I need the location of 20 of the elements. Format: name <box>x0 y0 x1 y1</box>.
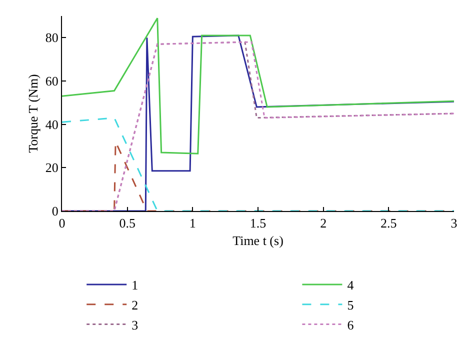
legend-label: 1 <box>132 278 138 293</box>
y-tick-label: 20 <box>45 160 58 176</box>
x-tick-label: 1.5 <box>250 216 266 231</box>
legend-label: 3 <box>132 317 138 332</box>
y-tick-label: 40 <box>45 116 58 132</box>
x-tick-label: 2.5 <box>380 216 397 231</box>
y-tick-label: 60 <box>45 74 58 89</box>
y-axis-title: Torque T (Nm) <box>25 74 40 153</box>
x-tick-label: 3 <box>450 216 458 231</box>
x-tick-label: 1 <box>189 216 196 231</box>
x-tick-label: 0.5 <box>119 216 136 231</box>
legend-label: 5 <box>347 297 354 312</box>
legend-label: 4 <box>347 278 354 293</box>
x-tick-label: 2 <box>320 216 327 231</box>
x-axis-title: Time t (s) <box>232 233 284 248</box>
y-tick-label: 0 <box>52 204 58 219</box>
line-series <box>62 17 454 154</box>
y-tick-label: 80 <box>45 30 58 46</box>
legend-label: 6 <box>347 317 354 332</box>
legend-label: 2 <box>132 297 138 312</box>
